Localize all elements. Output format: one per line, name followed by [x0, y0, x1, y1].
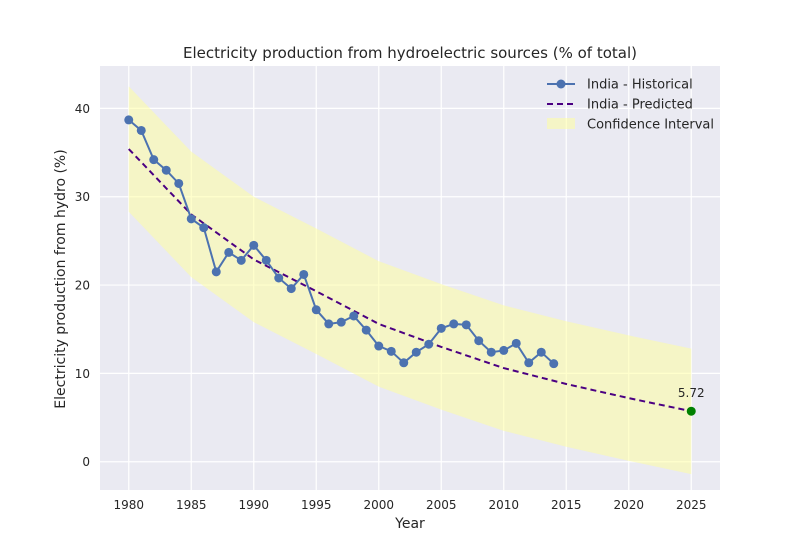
historical-point — [261, 255, 271, 265]
legend-predicted-label: India - Predicted — [587, 98, 693, 113]
predicted-endpoint — [686, 406, 696, 416]
x-tick-label: 2025 — [676, 498, 707, 512]
x-tick-label: 1985 — [176, 498, 207, 512]
legend-confidence-label: Confidence Interval — [587, 118, 714, 133]
y-axis-label: Electricity production from hydro (%) — [53, 149, 69, 408]
historical-point — [361, 325, 371, 335]
legend: India - Historical India - Predicted Con… — [547, 78, 714, 133]
historical-point — [236, 255, 246, 265]
historical-point — [286, 284, 296, 294]
x-tick-label: 2010 — [488, 498, 519, 512]
chart-title: Electricity production from hydroelectri… — [183, 44, 637, 62]
x-tick-label: 2020 — [613, 498, 644, 512]
historical-point — [249, 240, 259, 250]
x-tick-label: 2000 — [363, 498, 394, 512]
y-tick-label: 40 — [75, 102, 90, 116]
x-tick-labels: 1980 1985 1990 1995 2000 2005 2010 2015 2020 2025 — [113, 498, 706, 512]
historical-point — [536, 347, 546, 357]
x-tick-label: 1990 — [238, 498, 269, 512]
y-tick-labels: 0 10 20 30 40 — [75, 102, 90, 469]
historical-point — [136, 125, 146, 135]
historical-point — [211, 267, 221, 277]
historical-point — [549, 359, 559, 369]
historical-point — [311, 305, 321, 315]
historical-point — [399, 358, 409, 368]
confidence-band — [128, 86, 692, 475]
historical-point — [299, 269, 309, 279]
x-axis-label: Year — [394, 516, 425, 532]
legend-confidence-swatch — [547, 118, 575, 129]
x-tick-label: 1980 — [113, 498, 144, 512]
historical-point — [349, 311, 359, 321]
y-tick-label: 0 — [82, 455, 90, 469]
historical-point — [424, 339, 434, 349]
historical-point — [499, 345, 509, 355]
historical-point — [474, 336, 484, 346]
historical-point — [161, 165, 171, 175]
historical-point — [436, 323, 446, 333]
y-tick-label: 10 — [75, 367, 90, 381]
predicted-line — [128, 148, 692, 413]
historical-point — [199, 223, 209, 233]
historical-point — [124, 115, 134, 125]
y-tick-label: 20 — [75, 279, 90, 293]
historical-point — [411, 347, 421, 357]
historical-point — [486, 347, 496, 357]
historical-point — [174, 178, 184, 188]
historical-point — [149, 155, 159, 165]
legend-historical-marker — [556, 79, 566, 89]
legend-historical-label: India - Historical — [587, 78, 693, 93]
endpoint-group: 5.72 — [678, 386, 705, 416]
historical-point — [274, 273, 284, 283]
x-tick-label: 2015 — [551, 498, 582, 512]
x-tick-label: 2005 — [426, 498, 457, 512]
historical-point — [524, 358, 534, 368]
x-tick-label: 1995 — [301, 498, 332, 512]
historical-point — [511, 338, 521, 348]
y-tick-label: 30 — [75, 190, 90, 204]
historical-point — [224, 247, 234, 257]
historical-point — [386, 346, 396, 356]
historical-point — [461, 320, 471, 330]
historical-point — [449, 319, 459, 329]
historical-point — [324, 319, 334, 329]
historical-point — [186, 214, 196, 224]
endpoint-value-label: 5.72 — [678, 386, 705, 400]
historical-points — [124, 115, 559, 369]
historical-point — [336, 317, 346, 327]
historical-point — [374, 341, 384, 351]
